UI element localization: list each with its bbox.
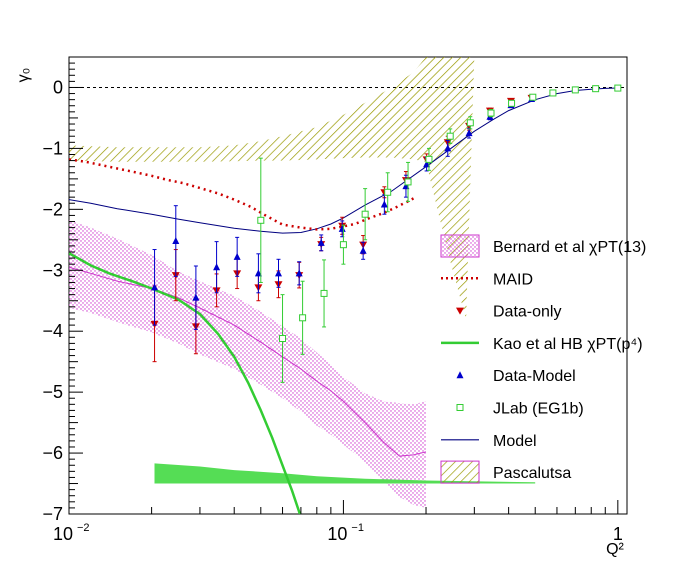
jlab-point: [446, 132, 454, 140]
legend-swatch-data-only: [456, 307, 464, 315]
jlab-point: [614, 84, 622, 92]
legend-label: Data-only: [493, 304, 561, 321]
y-tick-label: −4: [42, 321, 63, 341]
jlab-point: [299, 314, 307, 322]
jlab-point: [339, 241, 347, 249]
legend-swatch-data-model: [456, 371, 464, 379]
legend-label: Model: [493, 433, 537, 450]
legend-entry-jlab: JLab (EG1b): [456, 401, 584, 418]
maid-line: [69, 158, 415, 231]
y-tick-label: −7: [42, 504, 63, 524]
legend-swatch-jlab: [456, 404, 464, 411]
y-tick-label: −3: [42, 260, 63, 280]
jlab-point: [529, 93, 537, 101]
y-tick-label: −6: [42, 443, 63, 463]
x-tick-label: 1: [613, 524, 623, 544]
jlab-point: [549, 89, 557, 97]
legend-label: Bernard et al χPT(13): [493, 239, 646, 256]
jlab-point: [361, 210, 369, 218]
kao-line: [69, 252, 302, 514]
axes: 10 −2 10 −1 10−1−2−3−4−5−6−7: [42, 56, 623, 544]
x-tick-label: 10: [53, 524, 73, 544]
data-model-point: [423, 160, 431, 168]
jlab-point: [384, 188, 392, 196]
x-tick-label: 10: [327, 524, 347, 544]
data-model-point: [151, 283, 159, 291]
y-tick-label: −1: [42, 138, 63, 158]
plot-area: [69, 57, 627, 514]
data-model-point: [465, 129, 473, 137]
x-axis-label: Q²: [606, 541, 624, 558]
data-model-point: [172, 237, 180, 245]
legend-entry-data-only: Data-only: [456, 304, 561, 321]
data-model-point: [317, 238, 325, 246]
y-axis-label: γ₀: [15, 68, 32, 83]
legend: Bernard et al χPT(13) MAID Data-only Kao et…: [440, 234, 646, 484]
legend-entry-bernard: Bernard et al χPT(13): [440, 234, 646, 258]
jlab-point: [320, 289, 328, 297]
x-tick-exponent: −2: [77, 522, 90, 534]
data-model-point: [274, 269, 282, 277]
kao-low-band: [154, 463, 536, 484]
jlab-point: [279, 335, 287, 343]
data-model-point: [295, 269, 303, 277]
data-model-point: [380, 200, 388, 208]
jlab-point: [425, 155, 433, 163]
jlab-point: [508, 99, 516, 107]
y-tick-label: 0: [53, 77, 63, 97]
jlab-point: [404, 178, 412, 186]
jlab-point: [487, 109, 495, 117]
y-tick-label: −2: [42, 199, 63, 219]
legend-entry-maid: MAID: [441, 271, 533, 288]
data-model-point: [233, 252, 241, 260]
jlab-point: [571, 86, 579, 94]
legend-entry-data-model: Data-Model: [456, 368, 576, 385]
legend-label: JLab (EG1b): [493, 401, 584, 418]
legend-label: Pascalutsa: [493, 465, 571, 482]
data-model-point: [444, 144, 452, 152]
jlab-point: [257, 216, 265, 224]
legend-label: Data-Model: [493, 368, 576, 385]
legend-label: Kao et al HB χPT(p⁴): [493, 336, 643, 353]
x-tick-exponent: −1: [351, 522, 364, 534]
legend-entry-kao: Kao et al HB χPT(p⁴): [441, 336, 643, 353]
legend-swatch-bernard: [440, 234, 480, 258]
legend-label: MAID: [493, 271, 533, 288]
data-model-point: [338, 224, 346, 232]
jlab-point: [592, 85, 600, 93]
y-tick-label: −5: [42, 382, 63, 402]
bernard-band: [69, 220, 426, 508]
data-model-point: [254, 269, 262, 277]
pascalutsa-band: [69, 57, 475, 319]
data-model-point: [359, 246, 367, 254]
legend-swatch-pascalutsa: [440, 460, 480, 484]
legend-entry-pascalutsa: Pascalutsa: [440, 460, 571, 484]
data-model-point: [213, 263, 221, 271]
data-model-point: [192, 293, 200, 301]
jlab-point: [466, 119, 474, 127]
legend-entry-model: Model: [441, 433, 537, 450]
